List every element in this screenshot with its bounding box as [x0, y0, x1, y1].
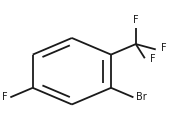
Text: F: F	[150, 54, 156, 64]
Text: F: F	[161, 43, 167, 53]
Text: Br: Br	[136, 92, 147, 102]
Text: F: F	[133, 15, 139, 25]
Text: F: F	[2, 92, 7, 102]
